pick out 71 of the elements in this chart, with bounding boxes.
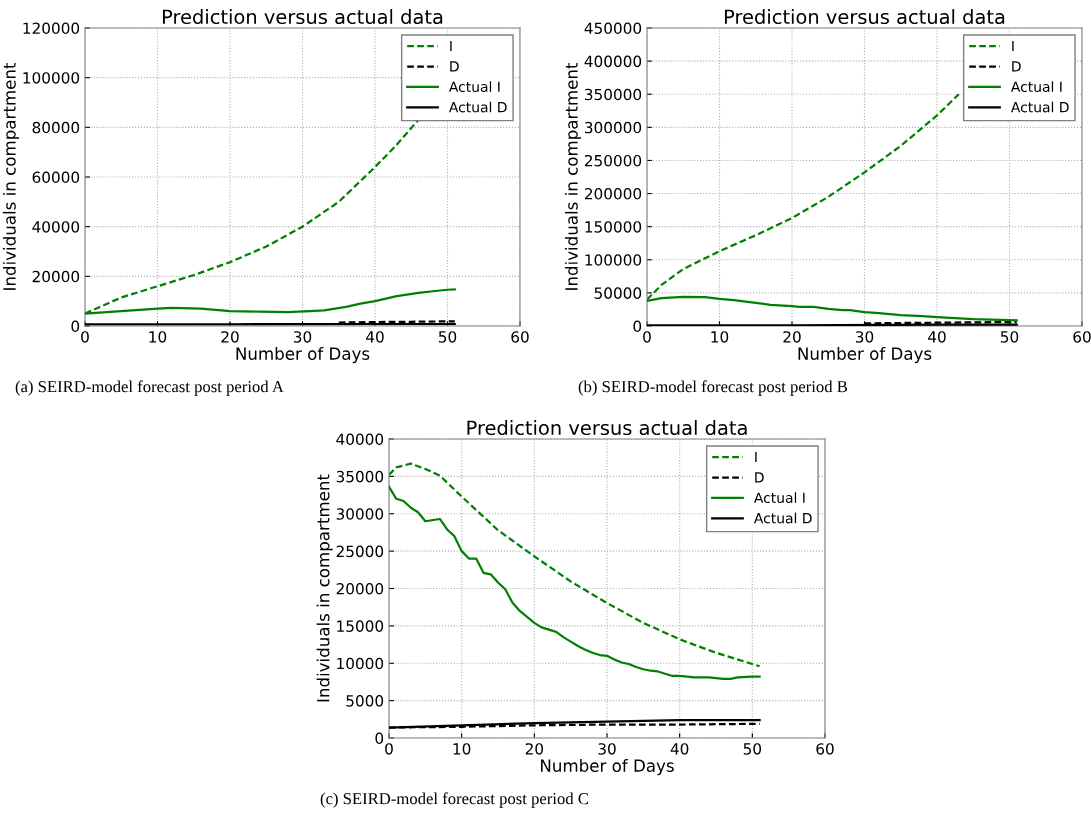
y-tick-label: 20000	[336, 582, 384, 595]
y-tick-label: 15000	[337, 620, 384, 632]
y-tick-label: 80000	[32, 121, 80, 134]
legend-label: Actual I	[753, 492, 805, 504]
x-axis-title: Number of Days	[236, 347, 370, 364]
y-tick-label: 60000	[32, 171, 80, 184]
x-tick-label: 60	[511, 331, 529, 343]
y-tick-label: 5000	[346, 695, 384, 707]
text: (c) SEIRD-model forecast post period C	[320, 792, 588, 808]
y-tick-label: 20000	[32, 270, 80, 283]
y-tick-label: 100000	[585, 254, 642, 266]
chart-title: Prediction versus actual data	[162, 9, 443, 25]
y-tick-label: 35000	[336, 470, 384, 483]
legend-label: Actual D	[753, 512, 812, 524]
y-tick-label: 150000	[585, 221, 642, 233]
x-tick-label: 10	[149, 331, 167, 343]
x-tick-label: 20	[783, 331, 801, 343]
y-axis-title: Individuals in compartment	[2, 62, 20, 290]
legend-label: Actual I	[448, 81, 500, 93]
x-tick-label: 20	[221, 331, 239, 343]
y-tick-label: 10000	[337, 657, 384, 670]
legend-label: D	[1012, 61, 1021, 72]
y-tick-label: 300000	[584, 121, 642, 134]
y-tick-label: 120000	[23, 22, 80, 35]
x-tick-label: 60	[1073, 331, 1091, 343]
legend-label: I	[450, 40, 452, 52]
y-tick-label: 40000	[336, 433, 384, 446]
x-tick-label: 10	[711, 331, 729, 343]
y-tick-label: 250000	[584, 154, 642, 167]
x-tick-label: 40	[670, 743, 689, 755]
y-tick-label: 40000	[32, 221, 80, 233]
x-tick-label: 40	[366, 331, 384, 343]
text: (a) SEIRD-model forecast post period A	[15, 380, 284, 396]
y-tick-label: 200000	[584, 188, 642, 200]
y-axis-title: Individuals in compartment	[564, 62, 582, 290]
x-tick-label: 0	[81, 331, 89, 343]
y-tick-label: 0	[375, 732, 384, 745]
legend-label: D	[755, 472, 764, 483]
legend-label: D	[450, 61, 459, 72]
x-axis-title: Number of Days	[798, 347, 932, 364]
legend-label: Actual D	[448, 101, 507, 113]
y-tick-label: 25000	[336, 545, 384, 558]
y-tick-label: 400000	[584, 55, 642, 68]
y-axis-title: Individuals in compartment	[316, 474, 333, 702]
chart-title: Prediction versus actual data	[467, 420, 747, 436]
x-tick-label: 40	[928, 331, 946, 343]
legend-label: I	[755, 451, 757, 463]
text: (b) SEIRD-model forecast post period B	[578, 380, 848, 396]
x-tick-label: 30	[855, 331, 874, 343]
x-tick-label: 20	[525, 743, 544, 755]
y-tick-label: 30000	[336, 508, 384, 520]
y-tick-label: 100000	[23, 72, 80, 84]
x-tick-label: 0	[385, 743, 393, 755]
y-tick-label: 350000	[584, 88, 642, 101]
x-tick-label: 30	[598, 743, 616, 755]
y-tick-label: 0	[71, 320, 80, 333]
legend-label: Actual D	[1010, 101, 1069, 113]
x-tick-label: 50	[1000, 331, 1019, 343]
y-tick-label: 450000	[584, 22, 642, 35]
x-tick-label: 0	[643, 331, 651, 343]
legend-label: I	[1012, 40, 1014, 52]
chart-title: Prediction versus actual data	[724, 9, 1005, 25]
x-axis-title: Number of Days	[541, 759, 674, 776]
y-tick-label: 50000	[594, 287, 642, 299]
x-tick-label: 50	[438, 331, 457, 343]
legend-label: Actual I	[1010, 81, 1062, 93]
x-tick-label: 30	[293, 331, 312, 343]
x-tick-label: 50	[743, 743, 762, 755]
x-tick-label: 10	[453, 743, 471, 755]
x-tick-label: 60	[816, 743, 834, 755]
y-tick-label: 0	[633, 320, 642, 333]
